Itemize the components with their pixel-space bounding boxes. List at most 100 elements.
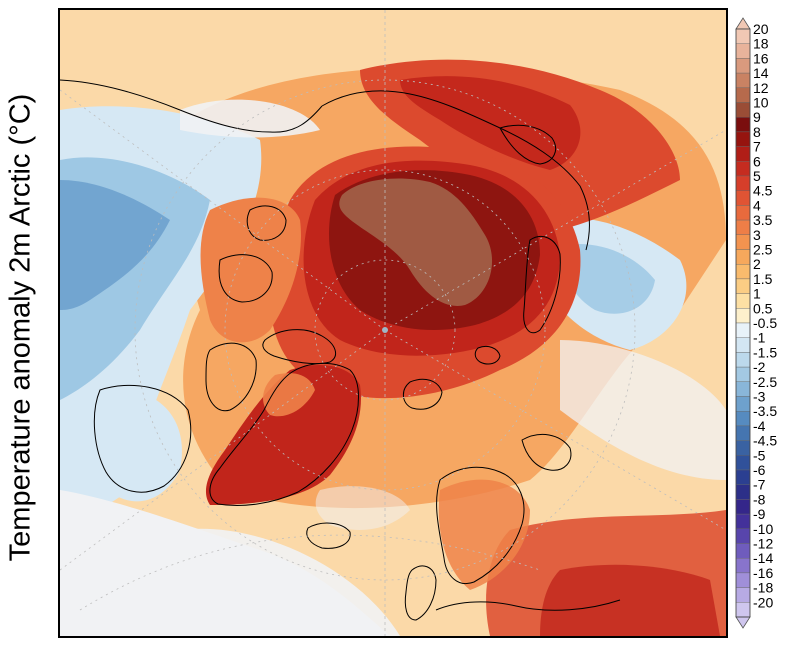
colorbar-swatch (735, 587, 751, 603)
neutral-atlantic-south (160, 528, 400, 636)
colorbar-swatch (735, 543, 751, 559)
colorbar-tick-label: 7 (753, 139, 761, 155)
colorbar-swatch (735, 352, 751, 368)
colorbar-tick-label: -12 (753, 536, 773, 552)
colorbar-swatch (735, 234, 751, 250)
colorbar-tick-label: -14 (753, 550, 773, 566)
colorbar-tick-label: 4.5 (753, 183, 773, 199)
coastline-iceland (306, 522, 351, 549)
arctic-anomaly-map (58, 8, 728, 638)
cold-anomaly-canada-strong (60, 180, 170, 310)
warm-anomaly-greenland-light (263, 373, 315, 417)
latitude-circle (224, 169, 546, 491)
colorbar-tick-label: 16 (753, 50, 769, 66)
colorbar-tick-label: 4 (753, 197, 761, 213)
colorbar-swatch (735, 558, 751, 574)
colorbar-swatch (735, 146, 751, 162)
colorbar-swatch (735, 278, 751, 294)
coastline-taymyr (499, 124, 556, 165)
colorbar-tick-label: -2 (753, 359, 766, 375)
colorbar-swatch (735, 219, 751, 236)
coastline-uk (404, 565, 437, 621)
colorbar-tick-label: -2.5 (753, 374, 777, 390)
colorbar-tick-label: 2.5 (753, 242, 773, 258)
colorbar-tick-label: 1.5 (753, 271, 773, 287)
colorbar-tick-label: -8 (753, 491, 766, 507)
meridian-line (60, 89, 386, 331)
colorbar-swatch (735, 58, 751, 74)
colorbar-swatch (735, 411, 751, 427)
colorbar-swatch (735, 43, 751, 59)
colorbar-tick-label: 12 (753, 80, 769, 96)
colorbar-swatch (735, 131, 751, 147)
colorbar-swatch (735, 87, 751, 103)
colorbar-tick-label: -0.5 (753, 315, 777, 331)
colorbar-tick-label: 2 (753, 256, 761, 272)
coastline-ellesmere (262, 329, 337, 365)
coastline-alaska-north (60, 79, 323, 133)
colorbar-swatch (735, 499, 751, 515)
colorbar-swatch (735, 455, 751, 471)
colorbar-tick-label: -9 (753, 506, 766, 522)
coastline-greenland (209, 363, 359, 506)
map-canvas (60, 10, 726, 636)
colorbar-swatch (735, 161, 751, 177)
colorbar-swatch (735, 102, 751, 118)
latitude-arc (79, 534, 541, 611)
warm-anomaly-greenland (205, 365, 361, 505)
colorbar-tick-label: -18 (753, 580, 773, 596)
colorbar-swatch (735, 337, 751, 353)
colorbar-swatch (735, 484, 751, 500)
colorbar-canvas: 201816141210987654.543.532.521.510.5-0.5… (735, 17, 777, 629)
colorbar-swatch (735, 440, 751, 456)
colorbar-swatch (735, 366, 751, 383)
colorbar-swatch (735, 308, 751, 324)
colorbar-swatch (735, 396, 751, 412)
colorbar-swatch (735, 602, 751, 618)
colorbar: 20 18 16 14 12 10 9 8 7 6 5 4.5 4 3.5 3 2.5 2 1.5 1 0.5 -0.5… (730, 15, 789, 635)
coastline-hudson-bay (93, 384, 192, 493)
colorbar-tick-label: 5 (753, 168, 761, 184)
coastline-franz-josef (474, 345, 501, 365)
colorbar-swatch (735, 528, 751, 544)
cold-anomaly-eurasia-core (563, 244, 655, 314)
colorbar-swatch (735, 425, 751, 441)
colorbar-tick-label: -4 (753, 418, 766, 434)
coastline-novaya-zemlya (523, 236, 561, 334)
meridian-line (60, 329, 386, 571)
colorbar-swatch (735, 293, 751, 309)
colorbar-tick-label: 20 (753, 21, 769, 37)
colorbar-tick-label: -16 (753, 565, 773, 581)
neutral-central-europe (560, 340, 726, 480)
coastline-europe-north (435, 599, 621, 611)
colorbar-tick-label: -3.5 (753, 403, 777, 419)
warm-anomaly-eastern-europe-core (540, 564, 720, 636)
colorbar-tick-label: 6 (753, 153, 761, 169)
colorbar-tick-label: 8 (753, 124, 761, 140)
colorbar-swatch (735, 469, 751, 485)
anomaly-field-layer (60, 10, 726, 636)
coastline-kola-white-sea (521, 433, 572, 471)
colorbar-swatch (735, 205, 751, 221)
colorbar-min-extend (735, 616, 751, 629)
colorbar-tick-label: -1 (753, 330, 766, 346)
colorbar-tick-label: 9 (753, 109, 761, 125)
latitude-circle (134, 79, 636, 581)
colorbar-tick-label: -10 (753, 521, 773, 537)
north-pole-marker (382, 327, 388, 333)
colorbar-swatch (735, 572, 751, 588)
coastline-banks-island (246, 205, 287, 241)
colorbar-swatch (735, 175, 751, 191)
colorbar-tick-label: -4.5 (753, 433, 777, 449)
coastline-victoria-island (218, 254, 273, 303)
colorbar-tick-label: -6 (753, 462, 766, 478)
colorbar-swatch (735, 249, 751, 265)
colorbar-tick-label: -5 (753, 447, 766, 463)
colorbar-swatch (735, 513, 751, 530)
extreme-anomaly-core (339, 178, 493, 306)
colorbar-swatch (735, 116, 751, 133)
coastline-svalbard (403, 378, 443, 410)
colorbar-tick-label: 3 (753, 227, 761, 243)
coastline-baffin (205, 342, 257, 412)
colorbar-tick-label: 1 (753, 286, 761, 302)
